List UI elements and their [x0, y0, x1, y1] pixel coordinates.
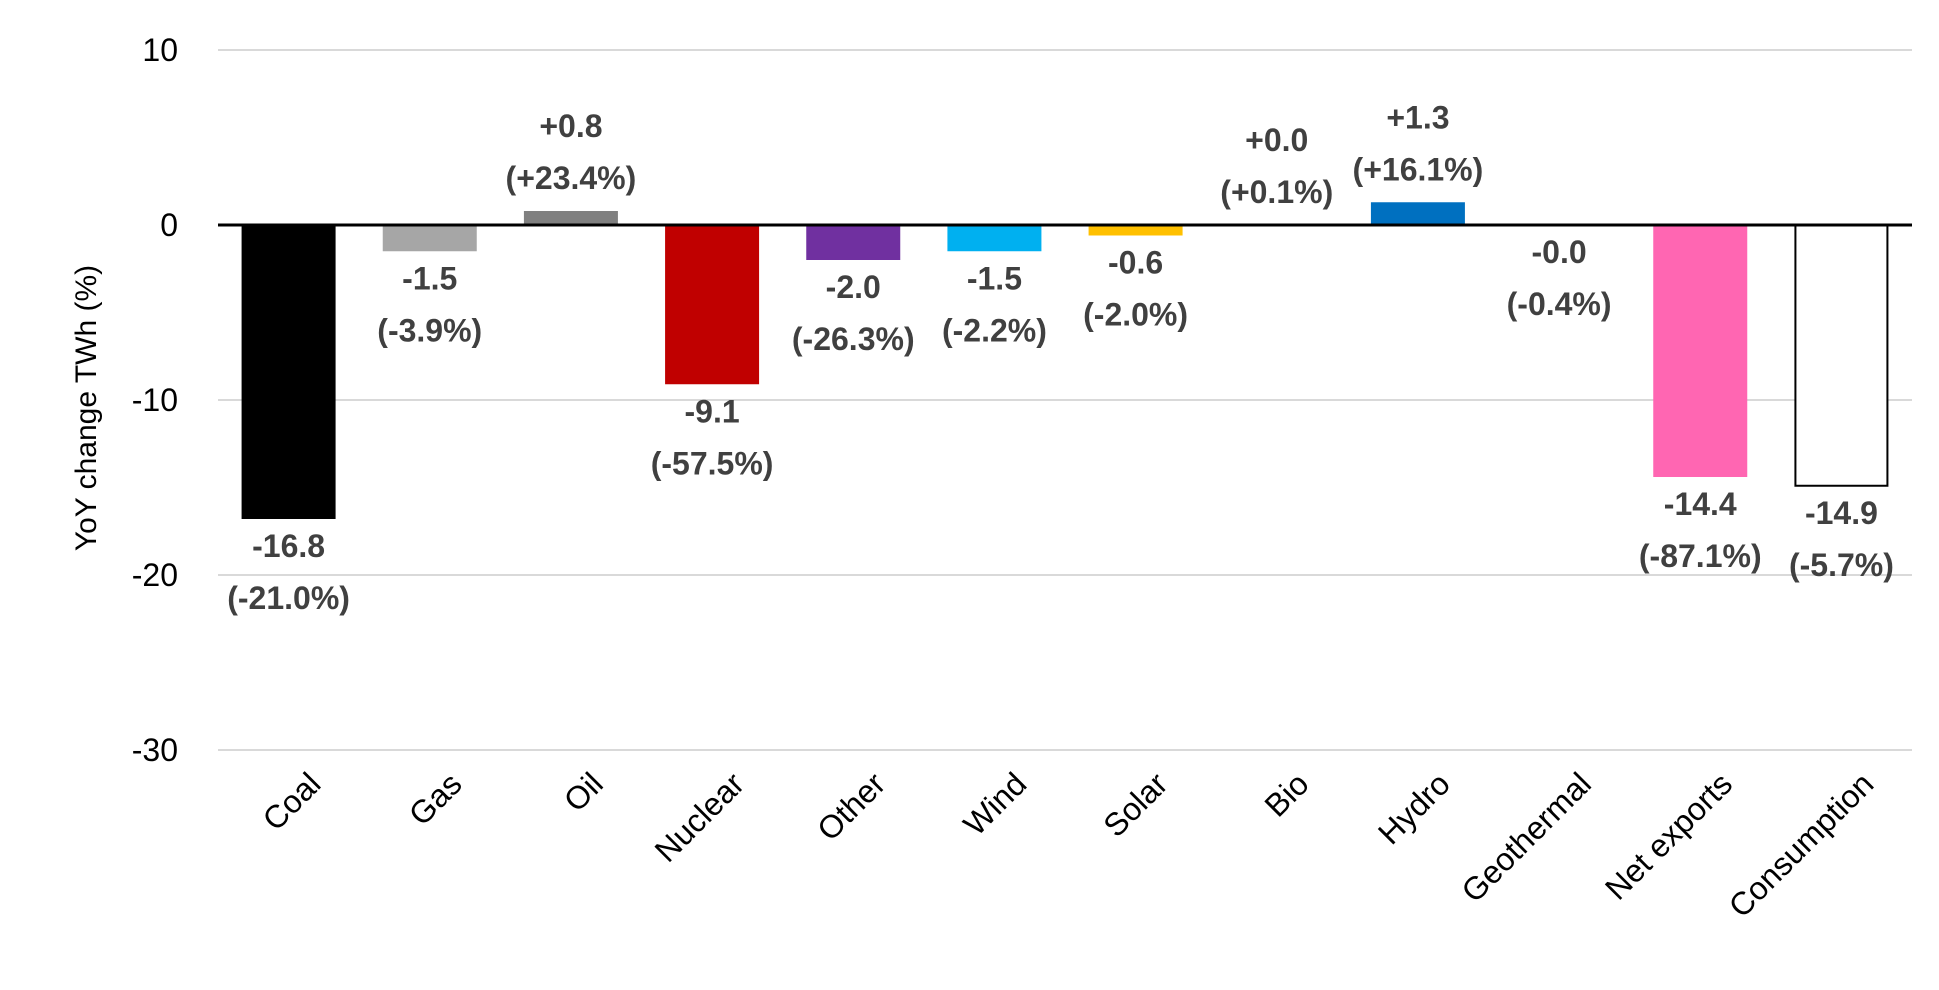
category-label: Gas	[402, 765, 469, 832]
y-axis-tick-labels: 10 0 -10 -20 -30	[132, 32, 178, 768]
bar-oil	[523, 211, 618, 225]
data-label-percent: (-57.5%)	[651, 445, 774, 481]
category-label: Coal	[256, 765, 328, 837]
bar-net-exports	[1653, 225, 1748, 477]
data-label-percent: (-2.0%)	[1083, 297, 1188, 333]
category-label: Nuclear	[648, 765, 752, 869]
bar-wind	[947, 225, 1042, 252]
category-label: Solar	[1096, 765, 1175, 844]
category-label: Other	[810, 765, 892, 847]
data-label-percent: (-21.0%)	[227, 580, 350, 616]
category-label: Net exports	[1598, 765, 1739, 906]
data-label-percent: (-3.9%)	[377, 312, 482, 348]
data-label-value: -0.6	[1108, 245, 1163, 281]
data-label-value: -2.0	[826, 269, 881, 305]
bar-hydro	[1370, 202, 1465, 225]
data-label-value: -1.5	[402, 260, 457, 296]
data-label-value: -0.0	[1532, 234, 1587, 270]
gridlines	[218, 49, 1912, 751]
data-label-percent: (-87.1%)	[1639, 538, 1762, 574]
data-label-value: -1.5	[967, 260, 1022, 296]
bars	[241, 202, 1889, 519]
bar-gas	[382, 225, 477, 252]
bar-other	[806, 225, 901, 260]
category-label: Oil	[557, 765, 610, 818]
category-labels: Coal Gas Oil Nuclear Other Wind Solar Bio HydroG…	[256, 765, 1881, 924]
category-label: Wind	[956, 765, 1033, 842]
data-label-value: +0.0	[1245, 122, 1308, 158]
category-label: Geothermal	[1454, 765, 1598, 909]
data-label-percent: (-2.2%)	[942, 312, 1047, 348]
y-tick-label: -30	[132, 732, 178, 768]
category-label: Hydro	[1371, 765, 1457, 851]
data-label-value: +0.8	[539, 108, 602, 144]
category-label: Bio	[1258, 765, 1316, 823]
data-label-value: -14.4	[1664, 486, 1737, 522]
data-label-percent: (-5.7%)	[1789, 547, 1894, 583]
data-label-value: +1.3	[1386, 99, 1449, 135]
data-label-value: -9.1	[685, 393, 740, 429]
y-tick-label: 0	[160, 207, 178, 243]
data-label-value: -14.9	[1805, 495, 1878, 531]
data-label-percent: (-0.4%)	[1507, 286, 1612, 322]
data-label-percent: (+0.1%)	[1220, 174, 1333, 210]
bar-consumption	[1794, 224, 1889, 487]
y-tick-label: 10	[142, 32, 178, 68]
data-label-percent: (+16.1%)	[1353, 151, 1484, 187]
category-label: Consumption	[1722, 765, 1881, 924]
bar-coal	[241, 225, 336, 519]
data-label-value: -16.8	[252, 528, 325, 564]
data-label-percent: (-26.3%)	[792, 321, 915, 357]
data-label-percent: (+23.4%)	[506, 160, 637, 196]
y-tick-label: -20	[132, 557, 178, 593]
bar-nuclear	[665, 225, 760, 385]
y-axis-title: YoY change TWh (%)	[70, 265, 103, 551]
bar-solar	[1088, 225, 1183, 236]
y-tick-label: -10	[132, 382, 178, 418]
data-labels: -16.8 (-21.0%) -1.5 (-3.9%) +0.8 (+23.4%) -9.1…	[227, 99, 1894, 616]
